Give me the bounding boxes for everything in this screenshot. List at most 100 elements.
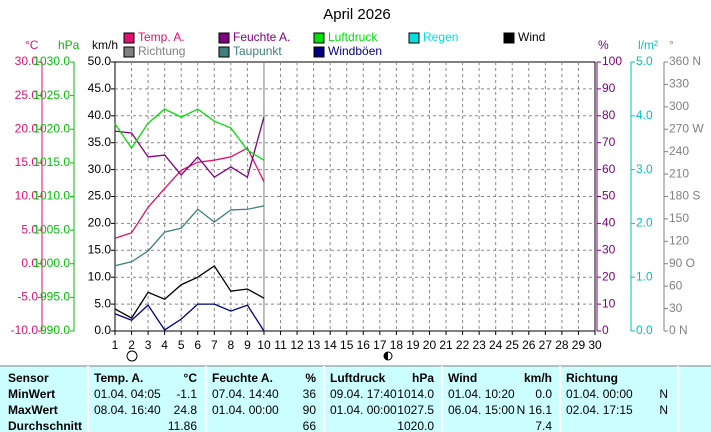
- y-tick-label: 0.0: [636, 323, 653, 337]
- table-header: hPa: [412, 371, 434, 385]
- y-tick-label: 180 S: [669, 189, 700, 203]
- x-tick-label: 9: [244, 338, 251, 352]
- series-line: [114, 108, 265, 161]
- table-cell: 07.04. 14:40: [212, 387, 279, 401]
- x-tick-label: 1: [112, 338, 119, 352]
- y-tick-label: 20.0: [88, 216, 112, 230]
- x-tick-label: 20: [423, 338, 437, 352]
- x-tick-label: 26: [522, 338, 536, 352]
- y-tick-label: -5.0: [17, 290, 38, 304]
- table-cell: 1027.5: [397, 403, 434, 417]
- table-cell: 11.86: [168, 419, 197, 432]
- x-tick-label: 25: [506, 338, 520, 352]
- y-tick-label: 1010.0: [33, 189, 70, 203]
- legend-label: Taupunkt: [233, 44, 282, 58]
- y-tick-label: 0 N: [669, 323, 688, 337]
- table-cell: 01.04. 00:00: [330, 403, 397, 417]
- x-tick-label: 21: [439, 338, 453, 352]
- legend-swatch: [123, 32, 135, 44]
- series-line: [114, 116, 265, 179]
- y-tick-label: 1025.0: [33, 88, 70, 102]
- y-tick-label: 300: [669, 99, 689, 113]
- x-tick-label: 7: [211, 338, 218, 352]
- x-tick-label: 23: [472, 338, 486, 352]
- x-tick-label: 29: [572, 338, 586, 352]
- y-tick-label: 150: [669, 211, 689, 225]
- table-cell: 01.04. 10:20: [448, 387, 515, 401]
- table-cell: 1014.0: [397, 387, 434, 401]
- y-tick-label: 45.0: [88, 81, 112, 95]
- y-tick-label: 90 O: [669, 256, 695, 270]
- table-cell: 0.0: [535, 387, 552, 401]
- legend-label: Regen: [423, 30, 458, 44]
- y-tick-label: 210: [669, 166, 689, 180]
- y-tick-label: 1020.0: [33, 121, 70, 135]
- table-cell: 08.04. 16:40: [94, 403, 161, 417]
- table-header: °C: [184, 371, 198, 385]
- x-tick-label: 30: [588, 338, 602, 352]
- legend-swatch: [313, 32, 325, 44]
- legend-swatch: [408, 32, 420, 44]
- legend-label: Windböen: [328, 44, 382, 58]
- y-tick-label: 5.0: [636, 54, 653, 68]
- x-tick-label: 22: [456, 338, 470, 352]
- table-header: Sensor: [8, 371, 49, 385]
- table-cell: N: [659, 403, 668, 417]
- legend-label: Richtung: [138, 44, 185, 58]
- axis-title: %: [598, 38, 609, 52]
- y-tick-label: 1030.0: [33, 54, 70, 68]
- x-tick-label: 18: [390, 338, 404, 352]
- x-tick-label: 13: [307, 338, 321, 352]
- y-tick-label: 20: [602, 269, 616, 283]
- legend-label: Luftdruck: [328, 30, 378, 44]
- row-label: Durchschnitt: [8, 419, 82, 432]
- y-tick-label: 25.0: [15, 88, 39, 102]
- y-tick-label: 1.0: [636, 269, 653, 283]
- y-tick-label: 60: [602, 162, 616, 176]
- y-tick-label: 15.0: [15, 155, 39, 169]
- x-tick-label: 10: [257, 338, 271, 352]
- y-tick-label: 240: [669, 144, 689, 158]
- y-tick-label: 1005.0: [33, 222, 70, 236]
- table-background: [0, 366, 711, 432]
- y-tick-label: 5.0: [94, 296, 111, 310]
- table-cell: 02.04. 17:15: [566, 403, 633, 417]
- y-tick-label: 360 N: [669, 54, 701, 68]
- table-header: Wind: [448, 371, 477, 385]
- x-tick-label: 3: [145, 338, 152, 352]
- legend-swatch: [313, 46, 325, 58]
- y-tick-label: -10.0: [11, 323, 39, 337]
- table-cell: 09.04. 17:40: [330, 387, 397, 401]
- table-cell: -1.1: [176, 387, 197, 401]
- legend-label: Temp. A.: [138, 30, 185, 44]
- legend-label: Wind: [518, 30, 545, 44]
- y-tick-label: 4.0: [636, 108, 653, 122]
- x-tick-label: 15: [340, 338, 354, 352]
- x-tick-label: 2: [128, 338, 135, 352]
- y-tick-label: 25.0: [88, 189, 112, 203]
- y-tick-label: 5.0: [21, 222, 38, 236]
- table-header: Luftdruck: [330, 371, 386, 385]
- y-tick-label: 70: [602, 135, 616, 149]
- y-tick-label: 0: [602, 323, 609, 337]
- table-cell: 66: [303, 419, 317, 432]
- legend-swatch: [218, 32, 230, 44]
- x-tick-label: 11: [274, 338, 287, 352]
- y-tick-label: 1015.0: [33, 155, 70, 169]
- y-tick-label: 330: [669, 77, 689, 91]
- axis-title: km/h: [92, 38, 118, 52]
- y-tick-label: 10.0: [88, 269, 112, 283]
- y-tick-label: 2.0: [636, 216, 653, 230]
- y-tick-label: 80: [602, 108, 616, 122]
- x-tick-label: 28: [555, 338, 569, 352]
- series-line: [114, 303, 265, 332]
- y-tick-label: 15.0: [88, 242, 112, 256]
- axis-title: hPa: [58, 38, 80, 52]
- y-tick-label: 20.0: [15, 121, 39, 135]
- y-tick-label: 995.0: [40, 290, 70, 304]
- y-tick-label: 10.0: [15, 189, 39, 203]
- x-tick-label: 17: [373, 338, 387, 352]
- x-tick-label: 27: [539, 338, 553, 352]
- x-tick-label: 19: [406, 338, 420, 352]
- row-label: MaxWert: [8, 403, 58, 417]
